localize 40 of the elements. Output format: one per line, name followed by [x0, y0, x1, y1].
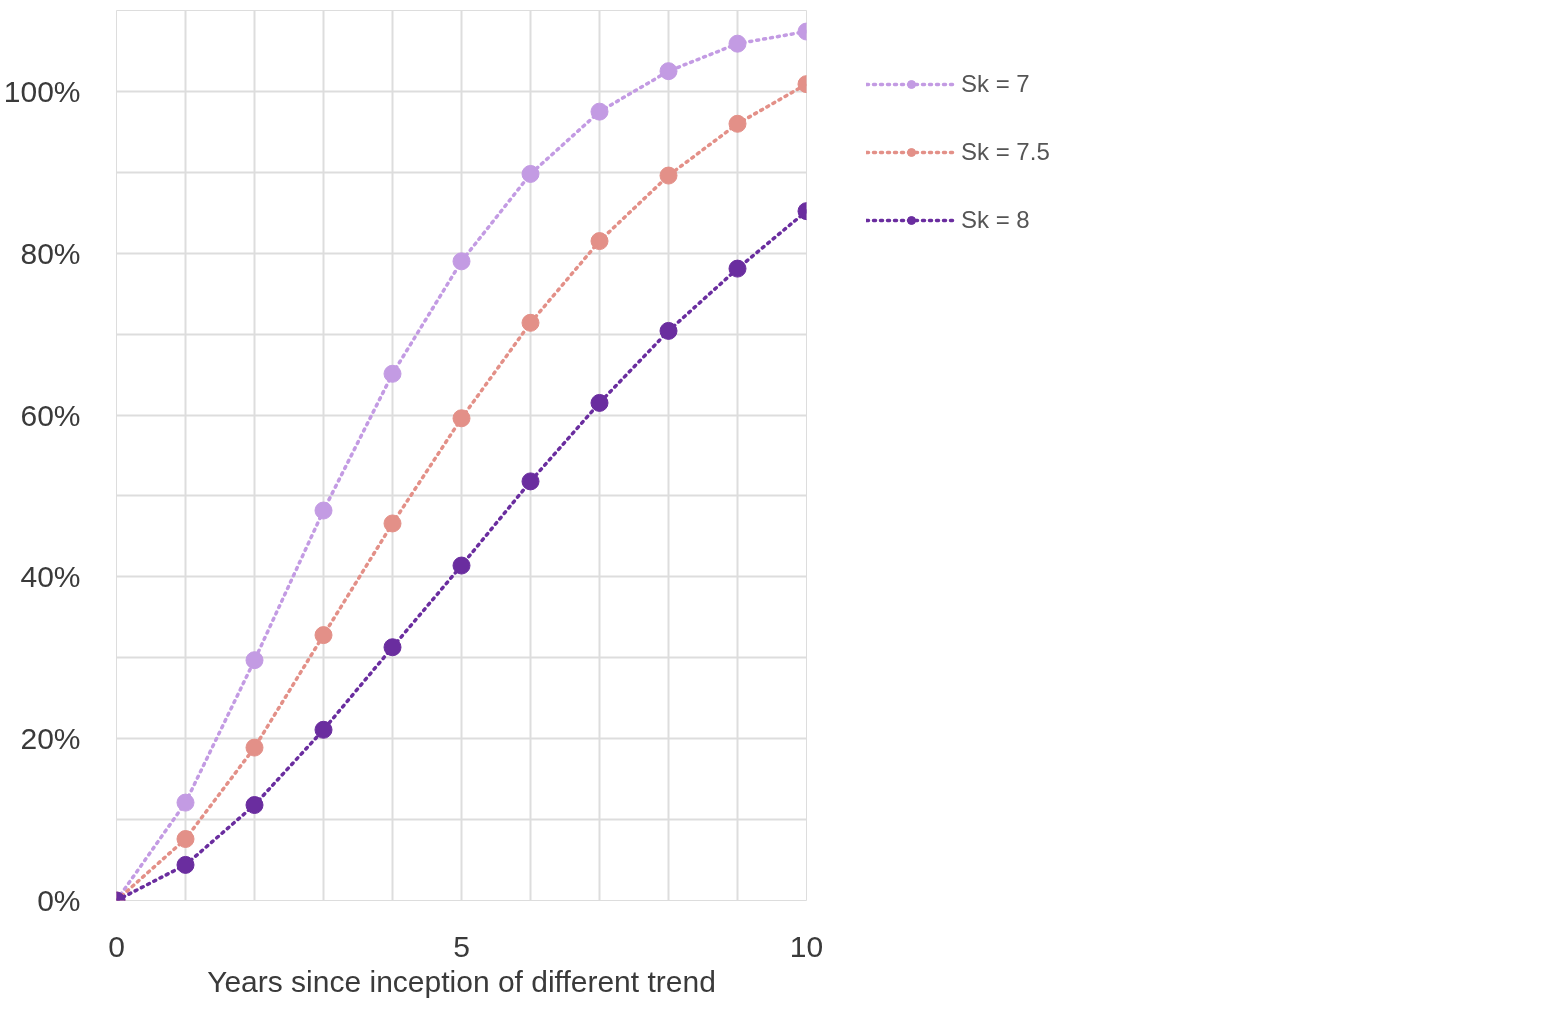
y-tick-label: 40%	[20, 560, 81, 594]
point	[728, 34, 747, 53]
point	[659, 166, 678, 185]
y-tick-label: 20%	[20, 722, 81, 756]
point	[176, 830, 195, 848]
point	[245, 651, 264, 670]
point	[245, 738, 264, 757]
x-tick-label: 5	[453, 929, 470, 963]
point	[176, 855, 195, 874]
point	[383, 364, 402, 383]
point	[659, 62, 678, 81]
point	[245, 796, 264, 815]
x-tick-label: 0	[108, 929, 125, 963]
point	[383, 638, 402, 657]
point	[590, 232, 609, 251]
x-axis-title: Years since inception of different trend	[207, 964, 716, 998]
y-tick-label: 100%	[3, 74, 81, 108]
point	[590, 102, 609, 121]
point	[452, 409, 471, 428]
x-tick-label: 10	[789, 929, 824, 963]
point	[383, 514, 402, 533]
point	[314, 720, 333, 739]
point	[314, 501, 333, 520]
legend-label: Sk = 7.5	[961, 138, 1050, 166]
point	[521, 472, 540, 491]
point	[728, 259, 747, 278]
y-tick-label: 60%	[20, 398, 81, 432]
legend-label: Sk = 7	[961, 70, 1030, 98]
point	[659, 321, 678, 340]
y-tick-label: 80%	[20, 236, 81, 270]
point	[590, 393, 609, 412]
point	[452, 252, 471, 271]
point	[521, 313, 540, 332]
point	[314, 626, 333, 645]
point	[521, 164, 540, 183]
point	[452, 556, 471, 575]
point	[728, 114, 747, 133]
legend-label: Sk = 8	[961, 206, 1030, 234]
y-tick-label: 0%	[37, 884, 81, 917]
point	[176, 793, 195, 812]
